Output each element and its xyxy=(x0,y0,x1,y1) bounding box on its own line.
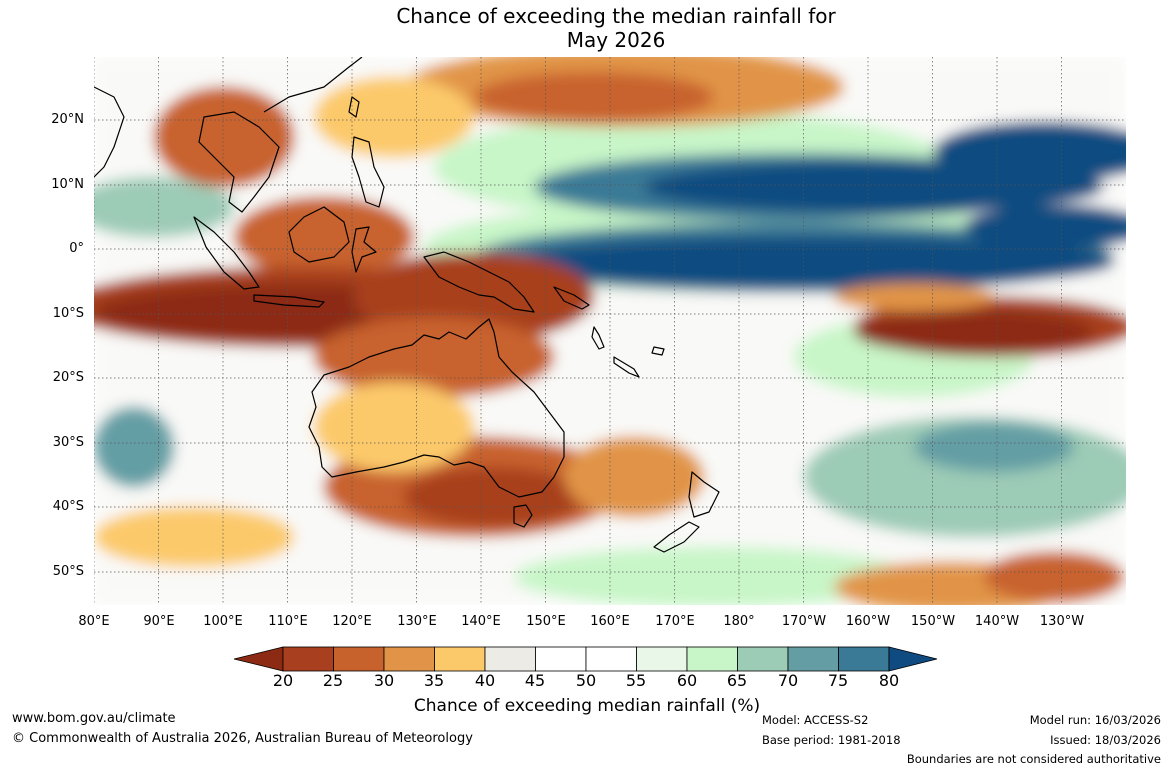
legend-tick: 75 xyxy=(818,671,858,690)
lat-label: 0° xyxy=(40,241,84,256)
footer-base-period: Base period: 1981-2018 xyxy=(762,733,901,747)
footer-copyright: © Commonwealth of Australia 2026, Austra… xyxy=(12,731,473,746)
legend-cell xyxy=(485,647,536,671)
lon-label: 160°E xyxy=(580,614,640,629)
footer-issued: Issued: 18/03/2026 xyxy=(1050,733,1161,747)
legend-tick: 25 xyxy=(313,671,353,690)
lat-label: 10°N xyxy=(40,177,84,192)
legend-cell xyxy=(738,647,789,671)
lon-label: 80°E xyxy=(64,614,124,629)
legend-tick: 30 xyxy=(364,671,404,690)
legend-tick: 80 xyxy=(869,671,909,690)
legend-arrow-high xyxy=(889,647,937,671)
legend-cell xyxy=(334,647,385,671)
legend-cell xyxy=(536,647,587,671)
legend-tick: 60 xyxy=(667,671,707,690)
chart-title: Chance of exceeding the median rainfall … xyxy=(0,4,1173,52)
legend-tick: 20 xyxy=(263,671,303,690)
lon-label: 150°E xyxy=(516,614,576,629)
footer-model-run: Model run: 16/03/2026 xyxy=(1030,713,1161,727)
lon-label: 100°E xyxy=(193,614,253,629)
legend-cell xyxy=(384,647,435,671)
legend-cell xyxy=(637,647,688,671)
title-line-2: May 2026 xyxy=(0,28,1173,52)
lon-label: 170°W xyxy=(774,614,834,629)
lat-label: 20°S xyxy=(40,370,84,385)
legend-tick: 35 xyxy=(414,671,454,690)
footer-disclaimer: Boundaries are not considered authoritat… xyxy=(907,752,1161,766)
legend-cell xyxy=(283,647,334,671)
legend-tick: 45 xyxy=(515,671,555,690)
legend-tick: 70 xyxy=(768,671,808,690)
lon-label: 160°W xyxy=(838,614,898,629)
legend-arrow-low xyxy=(234,647,283,671)
legend-cell xyxy=(435,647,486,671)
title-line-1: Chance of exceeding the median rainfall … xyxy=(0,4,1173,28)
colorbar xyxy=(232,644,942,674)
lat-label: 10°S xyxy=(40,306,84,321)
legend-cell xyxy=(586,647,637,671)
lon-label: 120°E xyxy=(322,614,382,629)
lon-label: 140°E xyxy=(451,614,511,629)
lat-label: 20°N xyxy=(40,112,84,127)
lon-label: 140°W xyxy=(967,614,1027,629)
footer-model: Model: ACCESS-S2 xyxy=(762,713,868,727)
lon-label: 150°W xyxy=(903,614,963,629)
lat-label: 30°S xyxy=(40,435,84,450)
legend-cell xyxy=(839,647,890,671)
rainfall-map xyxy=(94,57,1126,605)
legend-tick: 40 xyxy=(465,671,505,690)
legend-tick: 65 xyxy=(717,671,757,690)
lon-label: 170°E xyxy=(645,614,705,629)
footer-url: www.bom.gov.au/climate xyxy=(12,711,176,726)
legend-tick: 55 xyxy=(616,671,656,690)
lat-label: 50°S xyxy=(40,564,84,579)
lon-label: 90°E xyxy=(129,614,189,629)
lon-label: 110°E xyxy=(258,614,318,629)
legend-cell xyxy=(687,647,738,671)
lon-label: 130°W xyxy=(1032,614,1092,629)
lon-label: 130°E xyxy=(387,614,447,629)
probability-field xyxy=(94,57,1126,605)
lat-label: 40°S xyxy=(40,499,84,514)
legend-tick: 50 xyxy=(566,671,606,690)
lon-label: 180° xyxy=(709,614,769,629)
legend-cell xyxy=(788,647,839,671)
